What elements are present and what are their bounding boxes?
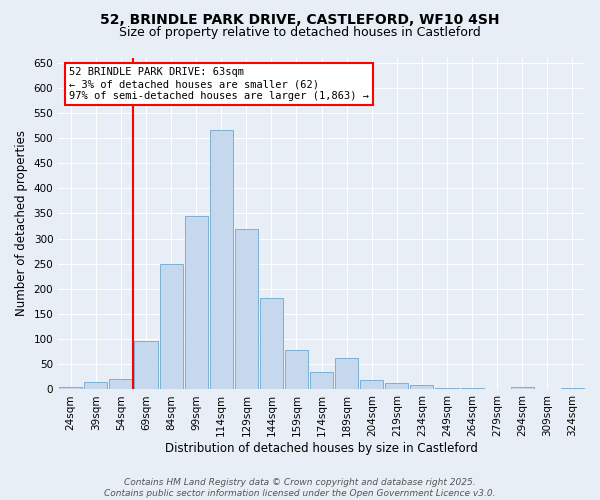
Bar xyxy=(285,350,308,390)
Bar xyxy=(59,387,82,390)
Y-axis label: Number of detached properties: Number of detached properties xyxy=(15,130,28,316)
Bar xyxy=(134,340,158,390)
Bar xyxy=(235,228,258,390)
Bar xyxy=(561,388,584,390)
Bar xyxy=(160,264,182,390)
Bar xyxy=(410,386,433,390)
Text: 52, BRINDLE PARK DRIVE, CASTLEFORD, WF10 4SH: 52, BRINDLE PARK DRIVE, CASTLEFORD, WF10… xyxy=(100,12,500,26)
Bar xyxy=(310,372,333,390)
Bar xyxy=(511,387,534,390)
Bar xyxy=(461,388,484,390)
Bar xyxy=(260,298,283,390)
Bar xyxy=(385,384,409,390)
Text: Contains HM Land Registry data © Crown copyright and database right 2025.
Contai: Contains HM Land Registry data © Crown c… xyxy=(104,478,496,498)
Bar xyxy=(84,382,107,390)
Bar xyxy=(185,216,208,390)
Bar xyxy=(109,380,133,390)
X-axis label: Distribution of detached houses by size in Castleford: Distribution of detached houses by size … xyxy=(165,442,478,455)
Text: 52 BRINDLE PARK DRIVE: 63sqm
← 3% of detached houses are smaller (62)
97% of sem: 52 BRINDLE PARK DRIVE: 63sqm ← 3% of det… xyxy=(69,68,369,100)
Text: Size of property relative to detached houses in Castleford: Size of property relative to detached ho… xyxy=(119,26,481,39)
Bar xyxy=(360,380,383,390)
Bar xyxy=(436,388,458,390)
Bar xyxy=(209,130,233,390)
Bar xyxy=(335,358,358,390)
